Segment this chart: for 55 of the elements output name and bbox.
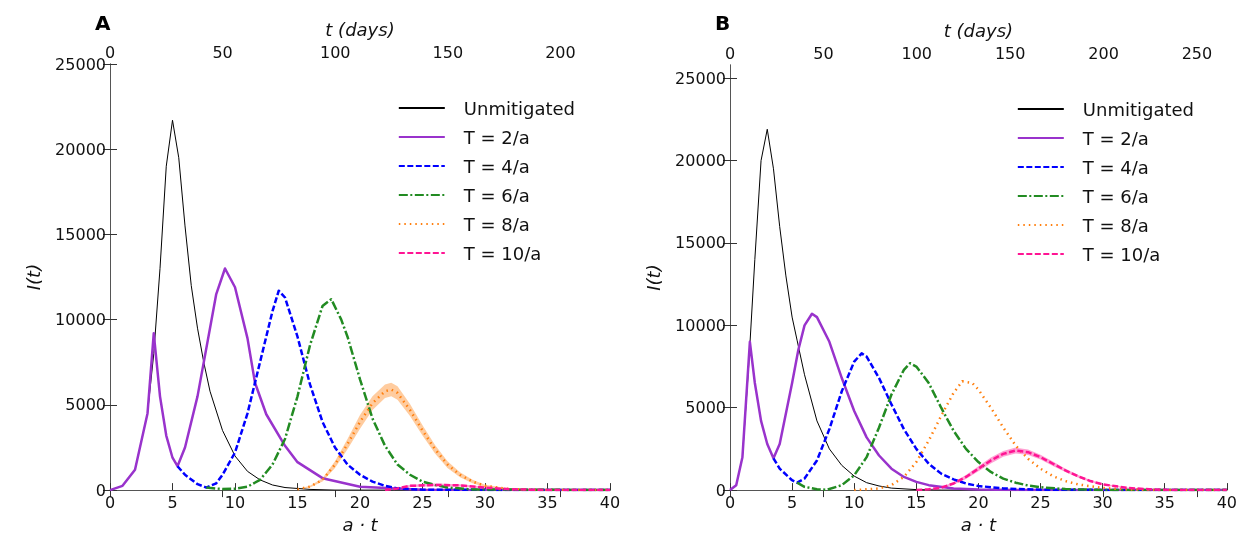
x-tick-label: 20 xyxy=(968,492,989,512)
legend-label: T = 6/a xyxy=(462,184,530,206)
y-tick-label: 15000 xyxy=(55,224,106,244)
x2-tick-label: 50 xyxy=(813,43,834,63)
x-tick-label: 20 xyxy=(349,492,371,512)
x2-tick-label: 200 xyxy=(1088,43,1119,63)
legend-label: T = 2/a xyxy=(462,126,530,148)
legend-label: T = 4/a xyxy=(1081,156,1149,178)
x2-axis-title: t (days) xyxy=(943,19,1014,41)
legend-label: T = 2/a xyxy=(1081,127,1149,149)
legend-label: T = 10/a xyxy=(462,242,542,264)
legend-label: T = 6/a xyxy=(1081,185,1149,207)
x2-tick-label: 100 xyxy=(901,43,933,63)
x2-tick-label: 250 xyxy=(1181,43,1213,63)
x2-tick-label: 150 xyxy=(432,42,464,62)
legend-label: Unmitigated xyxy=(463,97,576,119)
legend-label: T = 8/a xyxy=(1081,214,1149,236)
legend-label: Unmitigated xyxy=(1082,98,1195,120)
y-tick-label: 20000 xyxy=(55,139,106,159)
y-tick-label: 10000 xyxy=(55,310,106,330)
x-axis-title: a · t xyxy=(342,513,379,535)
x2-tick-label: 50 xyxy=(212,42,233,62)
x2-axis-title: t (days) xyxy=(325,18,395,40)
x2-tick-label: 200 xyxy=(545,42,576,62)
y-axis-title: I(t) xyxy=(22,263,44,291)
y-axis-title: I(t) xyxy=(642,264,664,291)
y-tick-label: 10000 xyxy=(675,315,726,335)
x-tick-label: 30 xyxy=(474,492,496,512)
x-tick-label: 40 xyxy=(599,492,621,512)
y-tick-label: 25000 xyxy=(55,54,106,74)
x-axis-title: a · t xyxy=(960,513,997,535)
x-tick-label: 15 xyxy=(906,492,927,512)
y-tick-label: 5000 xyxy=(685,398,726,418)
chart-title: A xyxy=(95,11,111,35)
legend-label: T = 10/a xyxy=(1081,243,1161,265)
y-tick-label: 25000 xyxy=(675,68,726,88)
x-tick-label: 5 xyxy=(167,492,178,512)
x-tick-label: 40 xyxy=(1216,492,1237,512)
x-tick-label: 25 xyxy=(1030,492,1051,512)
y-tick-label: 20000 xyxy=(675,151,726,171)
legend-label: T = 4/a xyxy=(462,155,530,177)
x-tick-label: 15 xyxy=(287,492,308,512)
x-tick-label: 10 xyxy=(224,492,246,512)
x2-tick-label: 150 xyxy=(994,43,1026,63)
legend-label: T = 8/a xyxy=(462,213,530,235)
chart-title: B xyxy=(715,11,731,35)
x-tick-label: 10 xyxy=(844,492,865,512)
x-tick-label: 25 xyxy=(412,492,433,512)
y-tick-label: 5000 xyxy=(65,395,106,415)
x2-tick-label: 100 xyxy=(319,42,351,62)
x-tick-label: 30 xyxy=(1092,492,1113,512)
x-tick-label: 5 xyxy=(787,492,798,512)
y-tick-label: 15000 xyxy=(675,233,726,253)
x-tick-label: 35 xyxy=(537,492,558,512)
x-tick-label: 35 xyxy=(1154,492,1175,512)
